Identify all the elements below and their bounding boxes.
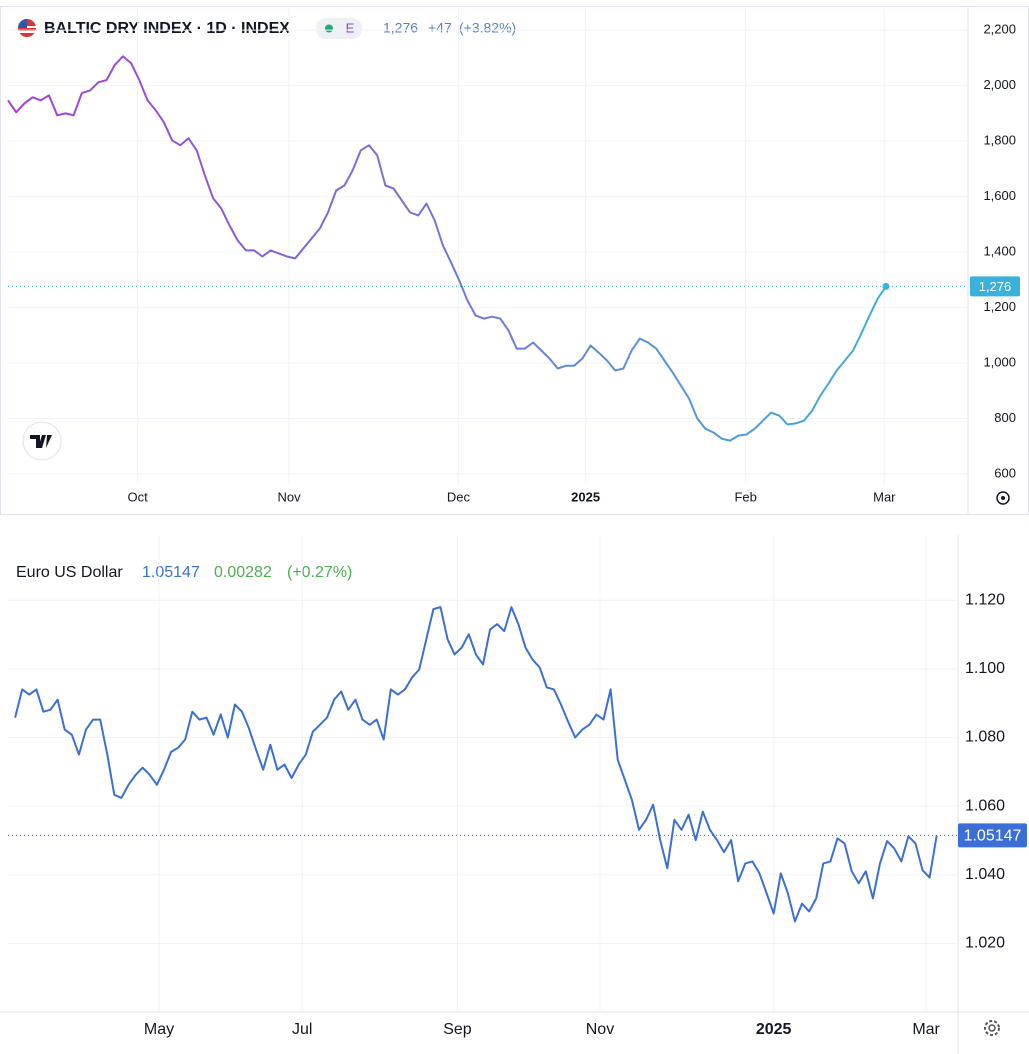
badge-text: E [346, 20, 355, 35]
y-tick-label: 1,800 [983, 133, 1016, 148]
change-pct: (+0.27%) [287, 564, 352, 581]
price-badge-label: 1,276 [979, 279, 1012, 294]
y-tick-label: 2,200 [983, 22, 1016, 37]
y-tick-label: 1.080 [965, 729, 1005, 746]
x-tick-label: Dec [447, 489, 471, 504]
y-tick-label: 1,400 [983, 243, 1016, 258]
y-tick-label: 800 [994, 410, 1016, 425]
y-tick-label: 1,200 [983, 299, 1016, 314]
chart-title: Euro US Dollar [16, 564, 123, 581]
x-tick-label: Nov [277, 489, 301, 504]
last-price: 1.05147 [142, 564, 200, 581]
settings-icon [996, 491, 1010, 505]
x-tick-label: Mar [912, 1021, 940, 1038]
flag-icon [18, 19, 36, 37]
x-tick-label: Nov [586, 1021, 614, 1038]
last-point [882, 282, 890, 290]
price-line [14, 606, 938, 923]
status-dot [325, 24, 333, 33]
y-tick-label: 1.040 [965, 866, 1005, 883]
y-tick-label: 1.120 [965, 591, 1005, 608]
x-tick-label: Mar [873, 489, 896, 504]
y-tick-label: 1,000 [983, 354, 1016, 369]
y-tick-label: 1,600 [983, 188, 1016, 203]
gear-icon [984, 1020, 1000, 1036]
price-line [7, 55, 887, 442]
price-badge [958, 823, 1027, 848]
y-tick-label: 600 [994, 465, 1016, 480]
price-badge [970, 276, 1020, 297]
tv-logo [22, 421, 62, 461]
y-tick-label: 2,000 [983, 77, 1016, 92]
chart-title: BALTIC DRY INDEX · 1D · INDEX [44, 20, 290, 37]
y-tick-label: 1.100 [965, 660, 1005, 677]
y-tick-label: 1.060 [965, 797, 1005, 814]
x-tick-label: Feb [734, 489, 756, 504]
x-tick-label: 2025 [571, 489, 600, 504]
x-tick-label: Oct [128, 489, 149, 504]
top-frame [0, 6, 1029, 515]
x-tick-label: May [144, 1021, 174, 1038]
change: +47 [428, 20, 452, 36]
x-tick-label: Sep [443, 1021, 472, 1038]
x-tick-label: 2025 [756, 1021, 792, 1038]
x-tick-label: Jul [292, 1021, 312, 1038]
last-price: 1,276 [383, 20, 418, 36]
change: 0.00282 [214, 564, 272, 581]
badge [316, 18, 362, 39]
price-badge-label: 1.05147 [964, 828, 1022, 845]
change-pct: (+3.82%) [459, 20, 516, 36]
y-tick-label: 1.020 [965, 935, 1005, 952]
